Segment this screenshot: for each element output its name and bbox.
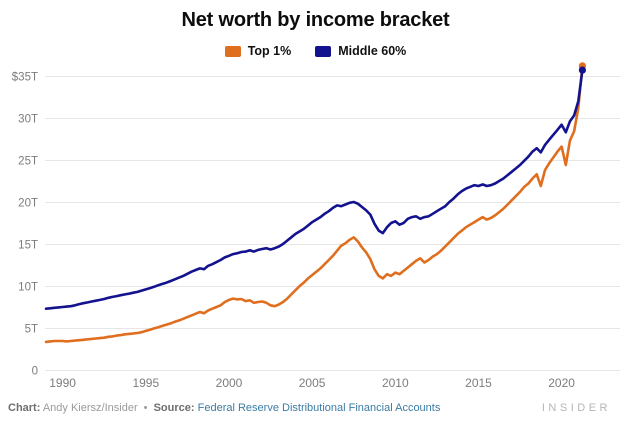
- x-tick-label: 2015: [465, 376, 492, 390]
- y-tick-label: 15T: [18, 240, 38, 252]
- separator-dot: •: [143, 402, 148, 414]
- legend-label-middle-60pct: Middle 60%: [338, 44, 407, 58]
- y-tick-label: 5T: [25, 324, 38, 336]
- end-dot-middle-60: [578, 66, 587, 74]
- legend-swatch-top-1pct-icon: [224, 45, 241, 57]
- x-axis-labels: 1990 1995 2000 2005 2010 2015 2020: [49, 376, 575, 390]
- y-tick-label: $35T: [12, 72, 38, 84]
- source-label: Source:: [153, 402, 195, 414]
- x-tick-label: 2000: [216, 376, 243, 390]
- y-tick-label: 20T: [18, 198, 38, 210]
- x-tick-label: 2020: [548, 376, 575, 390]
- legend-swatch-middle-60pct-icon: [315, 45, 332, 57]
- gridlines: [45, 76, 620, 371]
- chart-credit: Andy Kiersz/Insider: [42, 402, 138, 414]
- chart-credit-label: Chart:: [8, 402, 41, 414]
- footer-credits: Chart: Andy Kiersz/Insider • Source: Fed…: [8, 402, 440, 414]
- legend: Top 1% Middle 60%: [0, 44, 631, 58]
- y-tick-label: 10T: [18, 282, 38, 294]
- y-tick-label: 30T: [18, 114, 38, 126]
- y-tick-label: 25T: [18, 156, 38, 168]
- x-tick-label: 1995: [132, 376, 159, 390]
- insider-wordmark: INSIDER: [541, 402, 611, 414]
- footer: Chart: Andy Kiersz/Insider • Source: Fed…: [8, 402, 611, 414]
- series-line-top-1: [44, 64, 584, 344]
- legend-item-middle-60pct: Middle 60%: [315, 44, 406, 58]
- series-line-middle-60: [44, 68, 584, 311]
- source-link[interactable]: Federal Reserve Distributional Financial…: [197, 402, 441, 414]
- y-axis-labels: 0 5T 10T 15T 20T 25T 30T $35T: [12, 72, 38, 378]
- legend-item-top-1pct: Top 1%: [224, 44, 292, 58]
- x-tick-label: 1990: [49, 376, 76, 390]
- x-tick-label: 2010: [382, 376, 409, 390]
- y-tick-label: 0: [32, 366, 38, 378]
- legend-label-top-1pct: Top 1%: [247, 44, 292, 58]
- chart-title: Net worth by income bracket: [181, 9, 450, 31]
- x-tick-label: 2005: [299, 376, 326, 390]
